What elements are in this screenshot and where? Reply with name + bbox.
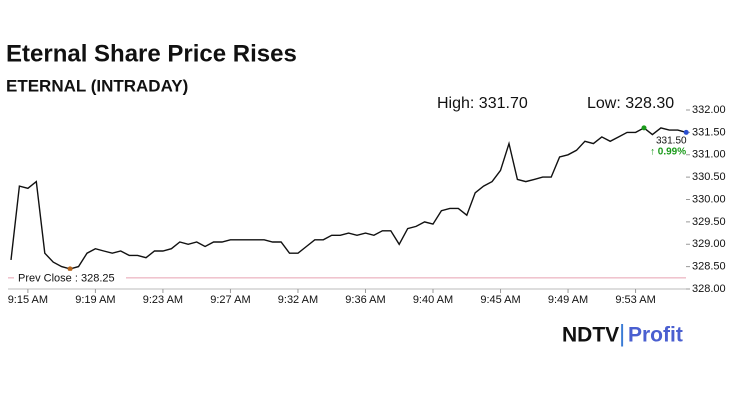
low-dot — [67, 266, 73, 272]
chart-subtitle: ETERNAL (INTRADAY) — [6, 76, 188, 95]
x-tick-label: 9:32 AM — [278, 294, 318, 306]
y-tick-label: 331.00 — [692, 149, 726, 161]
y-tick-label: 331.50 — [692, 126, 726, 138]
y-tick-label: 328.00 — [692, 283, 726, 295]
prev-close-label-bg — [14, 270, 126, 284]
x-tick-label: 9:15 AM — [8, 294, 48, 306]
chart-title: Eternal Share Price Rises — [6, 40, 297, 67]
low-label: Low: 328.30 — [587, 95, 674, 112]
x-tick-label: 9:27 AM — [210, 294, 250, 306]
y-tick-label: 332.00 — [692, 104, 726, 116]
prev-close-label: Prev Close : 328.25 — [18, 273, 115, 285]
x-tick-label: 9:49 AM — [548, 294, 588, 306]
y-tick-label: 330.50 — [692, 171, 726, 183]
price-line — [10, 127, 687, 270]
x-tick-label: 9:23 AM — [143, 294, 183, 306]
x-tick-label: 9:36 AM — [345, 294, 385, 306]
last-price-label: 331.50 — [656, 136, 687, 147]
logo-separator: | — [619, 320, 625, 347]
change-label: ↑ 0.99% — [650, 147, 686, 158]
logo: NDTV | Profit — [562, 320, 683, 347]
y-tick-label: 329.00 — [692, 238, 726, 250]
logo-brand: NDTV — [562, 324, 619, 347]
high-dot — [641, 125, 647, 131]
logo-product: Profit — [628, 324, 683, 347]
x-tick-label: 9:53 AM — [615, 294, 655, 306]
x-tick-label: 9:45 AM — [480, 294, 520, 306]
x-tick-label: 9:40 AM — [413, 294, 453, 306]
y-tick-label: 330.00 — [692, 193, 726, 205]
x-tick-label: 9:19 AM — [75, 294, 115, 306]
last-dot — [683, 129, 689, 135]
y-tick-label: 328.50 — [692, 261, 726, 273]
y-tick-label: 329.50 — [692, 216, 726, 228]
high-label: High: 331.70 — [437, 95, 528, 112]
